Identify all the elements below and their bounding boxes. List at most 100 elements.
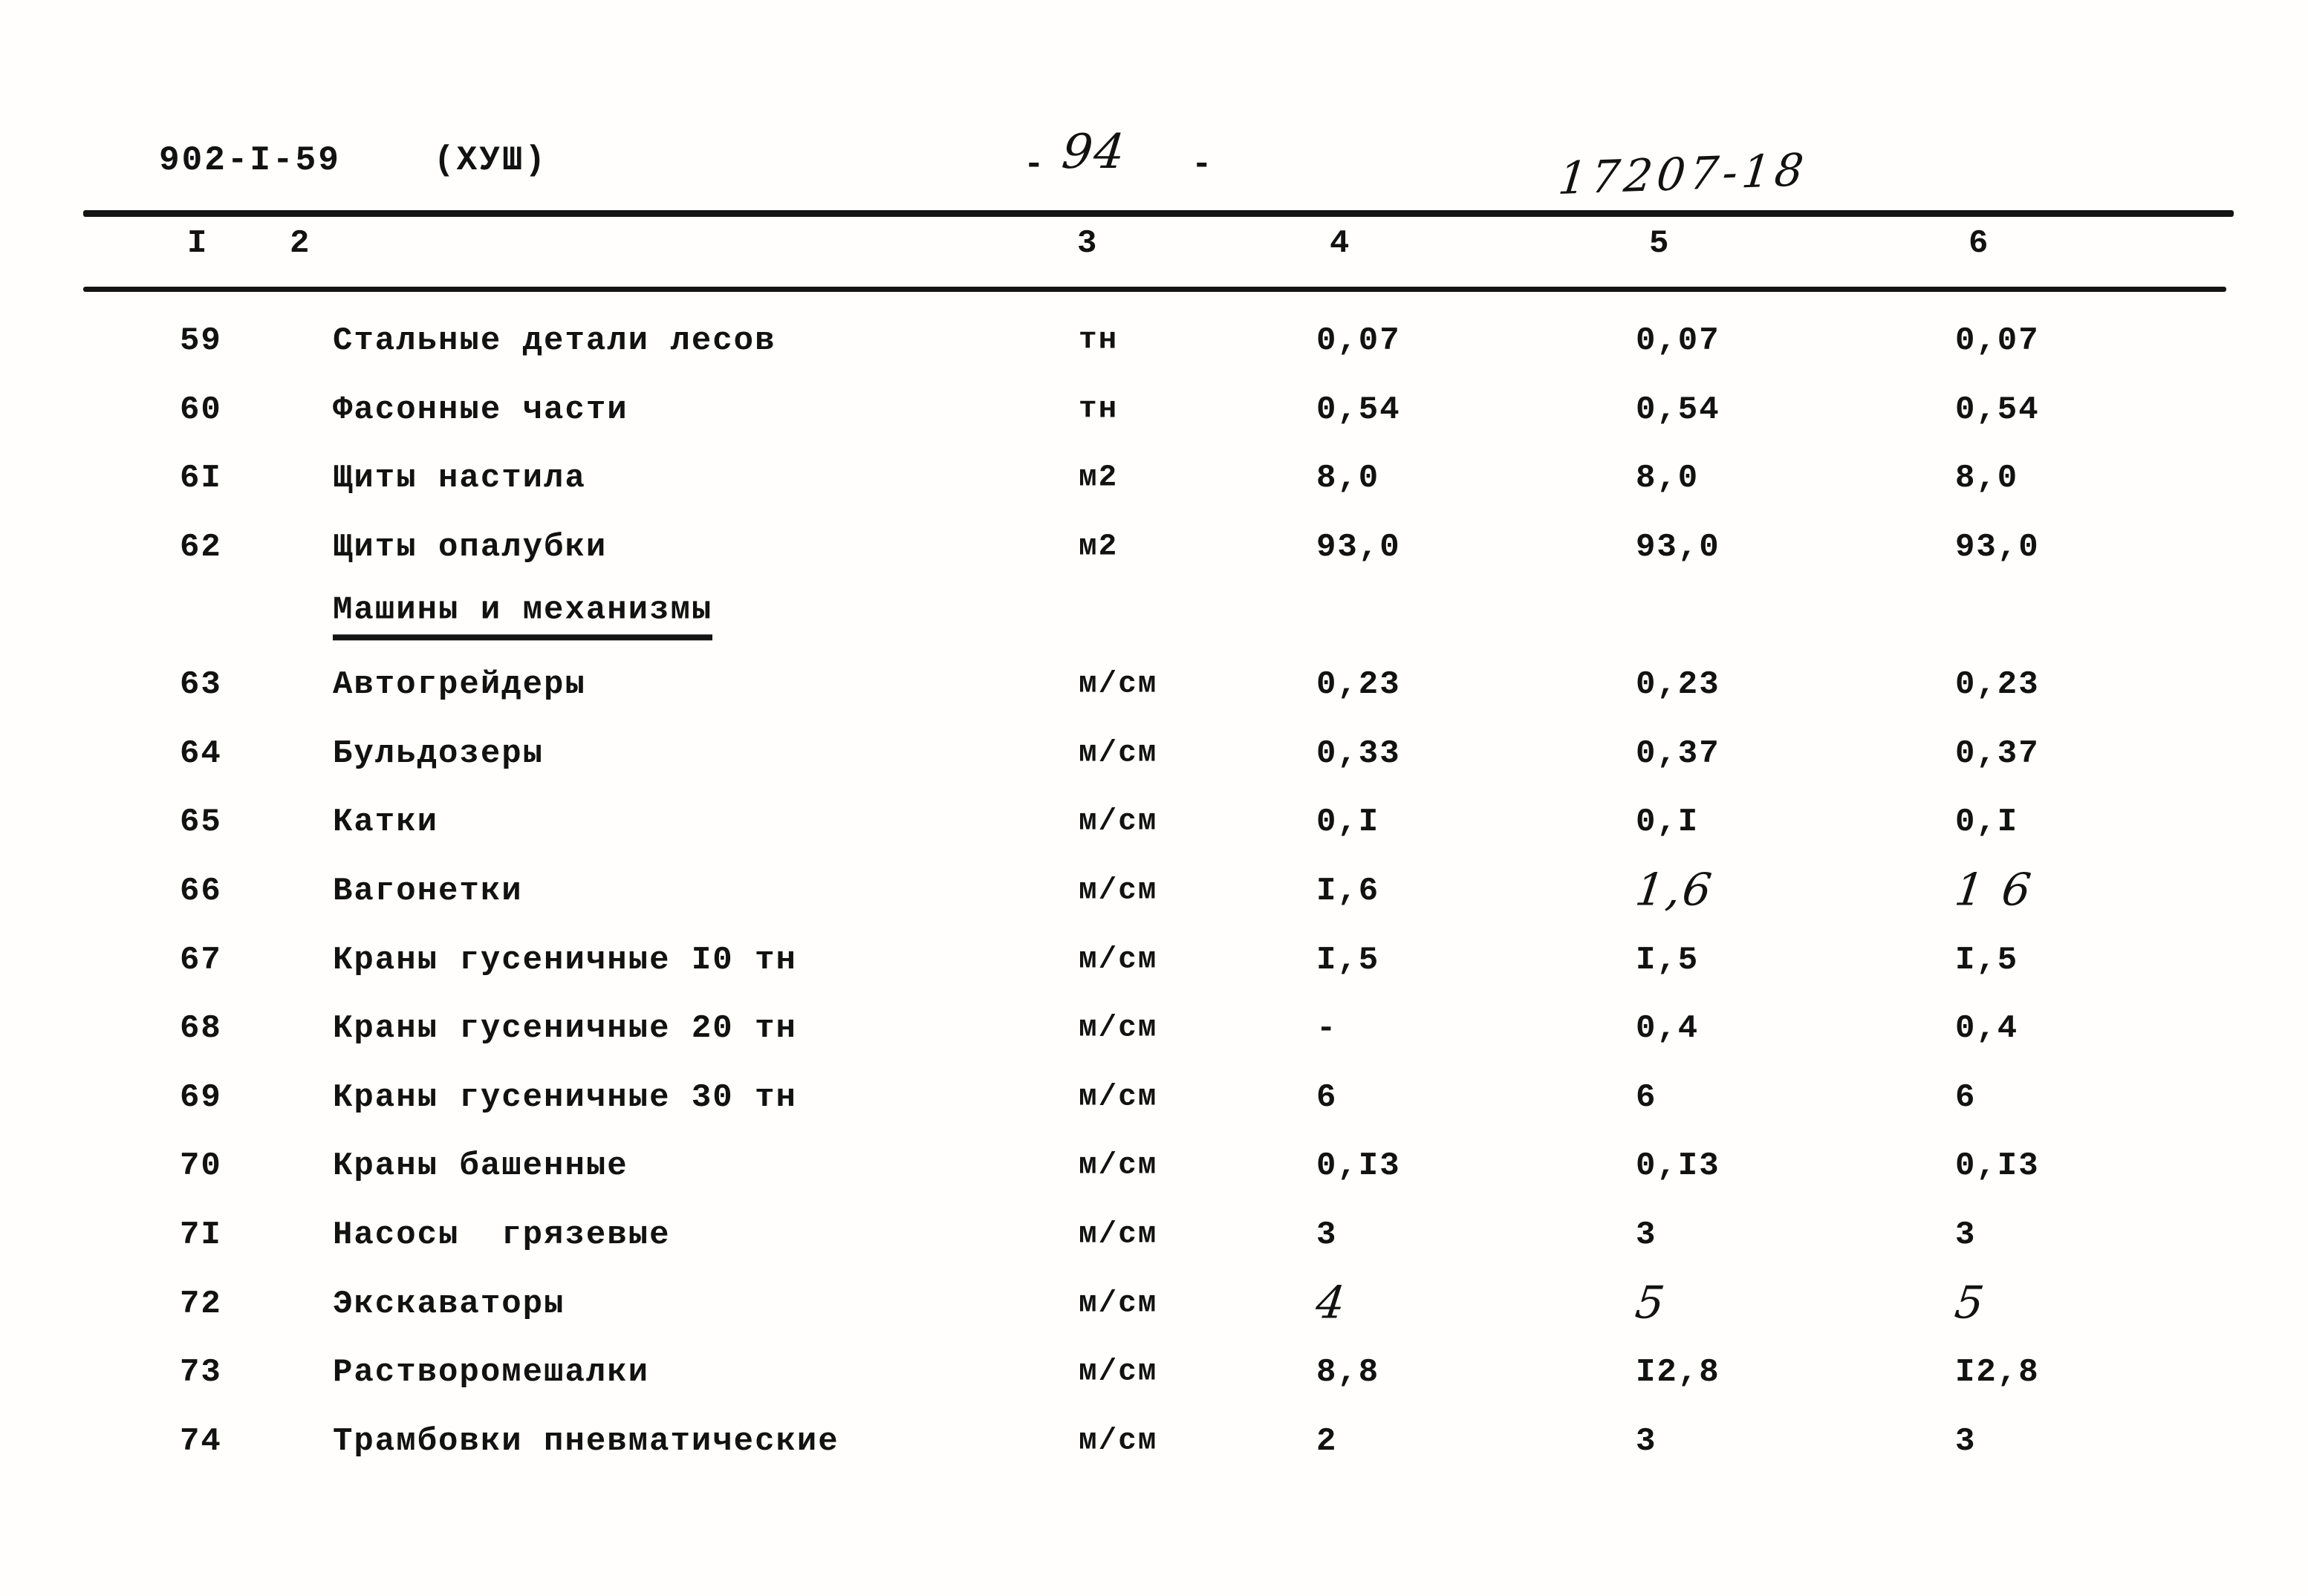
table-row: 68 Краны гусеничные 20 тн м/см - 0,4 0,4 <box>0 994 2308 1064</box>
row-value: 6 <box>1636 1078 1657 1116</box>
row-value: 0,I <box>1636 804 1700 841</box>
doc-series: (ХУШ) <box>434 141 548 180</box>
row-number: 70 <box>180 1147 222 1185</box>
row-value: 0,I3 <box>1955 1147 2040 1185</box>
horizontal-rule-top <box>83 210 2234 217</box>
row-name: Краны башенные <box>333 1147 628 1185</box>
row-name: Щиты опалубки <box>333 528 608 566</box>
row-value: I2,8 <box>1955 1354 2040 1392</box>
row-value: 6 <box>1955 1078 1977 1116</box>
row-unit: тн <box>1079 323 1119 358</box>
table-row: 7I Насосы грязевые м/см 3 3 3 <box>0 1201 2308 1270</box>
row-unit: м/см <box>1079 1424 1158 1459</box>
row-unit: м/см <box>1079 804 1158 839</box>
row-value: 0,23 <box>1955 666 2040 704</box>
row-value: 1 6 <box>1951 864 2036 916</box>
column-header: 3 <box>1077 225 1097 262</box>
column-header: 4 <box>1330 225 1350 262</box>
row-value: 0,54 <box>1955 391 2040 429</box>
table-row: 69 Краны гусеничные 30 тн м/см 6 6 6 <box>0 1064 2308 1133</box>
row-value: 0,I <box>1955 804 2019 841</box>
row-value: 0,33 <box>1316 735 1401 772</box>
table-row: 63 Автогрейдеры м/см 0,23 0,23 0,23 <box>0 651 2308 720</box>
row-number: 69 <box>180 1078 222 1116</box>
row-value: 3 <box>1636 1422 1657 1460</box>
row-value: I2,8 <box>1636 1354 1720 1392</box>
row-value: 0,37 <box>1636 735 1720 772</box>
table-row: 73 Растворомешалки м/см 8,8 I2,8 I2,8 <box>0 1338 2308 1407</box>
row-number: 65 <box>180 804 222 841</box>
row-number: 68 <box>180 1010 222 1048</box>
row-number: 64 <box>180 735 222 772</box>
row-name: Краны гусеничные 20 тн <box>333 1010 797 1048</box>
page-number-dash-left: - <box>1024 146 1047 184</box>
column-header-row: I 2 3 4 5 6 <box>0 225 2308 277</box>
row-value: I,5 <box>1316 941 1380 979</box>
row-value: 8,0 <box>1316 460 1380 498</box>
page-number-handwritten: 94 <box>1059 125 1129 180</box>
table-row: 65 Катки м/см 0,I 0,I 0,I <box>0 788 2308 857</box>
row-number: 6I <box>180 460 222 498</box>
row-number: 7I <box>180 1216 222 1254</box>
row-value: 4 <box>1313 1277 1350 1329</box>
row-unit: м2 <box>1079 530 1119 564</box>
row-value: 3 <box>1955 1422 1977 1460</box>
page-number-dash-right: - <box>1192 146 1215 184</box>
row-number: 66 <box>180 872 222 910</box>
row-value: 3 <box>1636 1216 1657 1254</box>
table-rows: 59 Стальные детали лесов тн 0,07 0,07 0,07 60 Ф… <box>0 307 2308 1476</box>
row-value: 0,23 <box>1636 666 1720 704</box>
row-value: 5 <box>1632 1277 1670 1329</box>
row-number: 72 <box>180 1285 222 1323</box>
row-name: Щиты настила <box>333 460 586 498</box>
row-name: Фасонные части <box>333 391 628 429</box>
inventory-number-handwritten: 17207-18 <box>1556 143 1811 206</box>
row-value: 5 <box>1951 1277 1989 1329</box>
row-value: 93,0 <box>1316 528 1401 566</box>
table-row: 59 Стальные детали лесов тн 0,07 0,07 0,07 <box>0 307 2308 376</box>
row-unit: м/см <box>1079 942 1158 977</box>
table-row: 67 Краны гусеничные I0 тн м/см I,5 I,5 I,5 <box>0 925 2308 994</box>
row-value: 0,54 <box>1636 391 1720 429</box>
row-value: 2 <box>1316 1422 1338 1460</box>
row-value: 0,54 <box>1316 391 1401 429</box>
row-value: 0,07 <box>1316 322 1401 360</box>
row-unit: м2 <box>1079 460 1119 495</box>
row-number: 62 <box>180 528 222 566</box>
row-unit: м/см <box>1079 873 1158 908</box>
row-value: 0,4 <box>1955 1010 2019 1048</box>
row-value: 3 <box>1955 1216 1977 1254</box>
row-name: Краны гусеничные 30 тн <box>333 1078 797 1116</box>
row-name: Растворомешалки <box>333 1354 650 1392</box>
row-value: 0,4 <box>1636 1010 1700 1048</box>
table-row: 6I Щиты настила м2 8,0 8,0 8,0 <box>0 444 2308 513</box>
row-value: 0,07 <box>1636 322 1720 360</box>
row-number: 63 <box>180 666 222 704</box>
row-name: Бульдозеры <box>333 735 545 772</box>
section-header: Машины и механизмы <box>333 592 713 641</box>
column-header: 2 <box>290 225 310 262</box>
row-unit: м/см <box>1079 667 1158 702</box>
column-header: 5 <box>1649 225 1669 262</box>
row-unit: м/см <box>1079 1080 1158 1115</box>
table-row: 72 Экскаваторы м/см 4 5 5 <box>0 1269 2308 1338</box>
row-unit: м/см <box>1079 1217 1158 1252</box>
table-row: 74 Трамбовки пневматические м/см 2 3 3 <box>0 1407 2308 1476</box>
row-number: 59 <box>180 322 222 360</box>
row-value: - <box>1316 1010 1338 1048</box>
row-name: Катки <box>333 804 439 841</box>
row-unit: м/см <box>1079 1148 1158 1183</box>
row-name: Экскаваторы <box>333 1285 565 1323</box>
row-value: 8,8 <box>1316 1354 1380 1392</box>
row-unit: м/см <box>1079 1355 1158 1390</box>
row-name: Краны гусеничные I0 тн <box>333 941 797 979</box>
row-number: 67 <box>180 941 222 979</box>
table-row: 70 Краны башенные м/см 0,I3 0,I3 0,I3 <box>0 1132 2308 1201</box>
table-row: 66 Вагонетки м/см I,6 1,6 1 6 <box>0 857 2308 926</box>
table-row: 60 Фасонные части тн 0,54 0,54 0,54 <box>0 376 2308 445</box>
row-number: 60 <box>180 391 222 429</box>
column-header: I <box>187 225 207 262</box>
row-value: 0,37 <box>1955 735 2040 772</box>
row-name: Стальные детали лесов <box>333 322 776 360</box>
